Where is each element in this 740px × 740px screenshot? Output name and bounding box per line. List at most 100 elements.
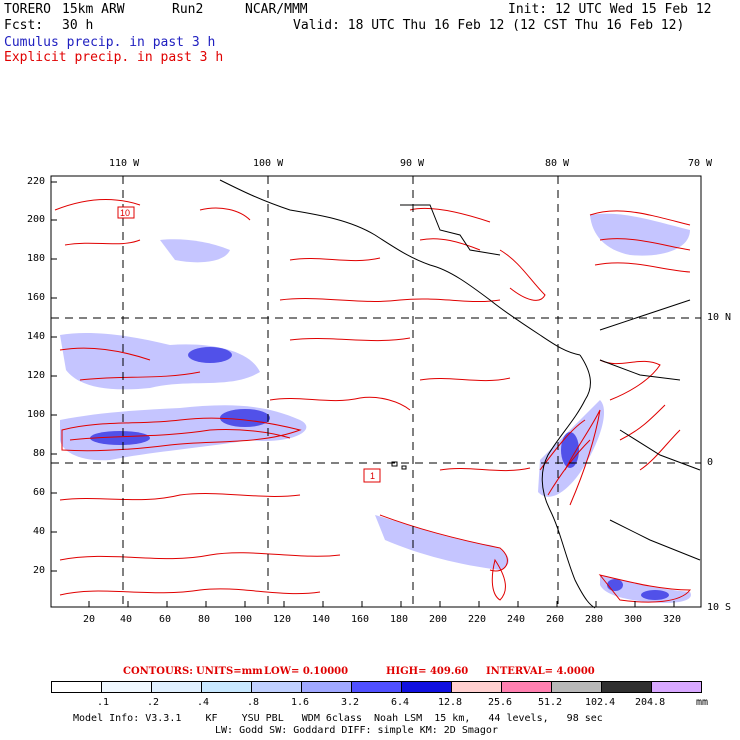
y-tick-label: 80: [33, 448, 46, 459]
legend-label: .4: [197, 697, 210, 708]
x-tick-label: 280: [585, 614, 604, 625]
y-tick-label: 40: [33, 526, 46, 537]
legend-swatch: [601, 681, 652, 693]
legend-swatch: [251, 681, 302, 693]
lon-label-90w: 90 W: [400, 158, 425, 169]
andes-border: [599, 359, 701, 561]
legend-swatch: [401, 681, 452, 693]
explicit-contour: [59, 493, 301, 501]
y-tick-label: 140: [27, 331, 46, 342]
lon-label-100w: 100 W: [253, 158, 284, 169]
lat-label-10n: 10 N: [707, 312, 732, 323]
x-tick-label: 240: [507, 614, 526, 625]
explicit-contour: [279, 298, 501, 342]
cumulus-core: [561, 432, 579, 468]
explicit-contour: [59, 347, 201, 381]
x-tick-label: 100: [234, 614, 253, 625]
explicit-contour: [69, 428, 291, 441]
legend-swatch: [51, 681, 102, 693]
legend-swatch: [301, 681, 352, 693]
region-box-10: [117, 206, 135, 219]
explicit-contour: [409, 207, 491, 251]
legend-swatch: [651, 681, 702, 693]
cumulus-precip-title: Cumulus precip. in past 3 h: [4, 35, 216, 50]
explicit-contour: [54, 199, 141, 246]
cumulus-core: [220, 409, 270, 427]
explicit-contour: [269, 396, 411, 411]
explicit-contour: [619, 404, 681, 471]
legend-label: 6.4: [391, 697, 410, 708]
cumulus-core: [641, 590, 669, 600]
cumulus-area: [160, 239, 230, 263]
y-tick-label: 220: [27, 176, 46, 187]
explicit-precip-title: Explicit precip. in past 3 h: [4, 50, 224, 65]
cumulus-area: [375, 515, 509, 570]
cumulus-heavy-cores: [90, 347, 669, 600]
forecast-label: Fcst:: [4, 18, 44, 33]
x-tick-label: 260: [546, 614, 565, 625]
physics-info-line: LW: Godd SW: Goddard DIFF: simple KM: 2D…: [215, 725, 498, 736]
explicit-contour: [419, 377, 531, 472]
model-info-line: Model Info: V3.3.1 KF YSU PBL WDM 6class…: [73, 713, 603, 724]
legend-label: 3.2: [341, 697, 360, 708]
map-frame: [50, 175, 702, 608]
lat-label-equator: 0: [707, 457, 714, 468]
cumulus-precip-areas: [60, 213, 691, 603]
valid-time: Valid: 18 UTC Thu 16 Feb 12 (12 CST Thu …: [293, 18, 685, 33]
south-america-coastline: [541, 354, 596, 609]
legend-swatch: [201, 681, 252, 693]
lat-lon-grid: [51, 176, 701, 607]
x-tick-label: 200: [429, 614, 448, 625]
legend-label: 1.6: [291, 697, 310, 708]
x-tick-label: 220: [468, 614, 487, 625]
legend-swatch: [151, 681, 202, 693]
explicit-contour: [491, 558, 506, 601]
y-tick-label: 180: [27, 253, 46, 264]
yucatan-coastline: [400, 204, 501, 256]
lat-label-10s: 10 S: [707, 602, 732, 613]
contours-interval: INTERVAL= 4.0000: [486, 666, 595, 677]
caribbean-coast: [599, 299, 691, 331]
legend-swatch: [501, 681, 552, 693]
contours-units: UNITS=mm: [196, 666, 263, 677]
region-box-label: 10: [120, 208, 130, 218]
x-tick-label: 80: [198, 614, 211, 625]
legend-label: 102.4: [585, 697, 616, 708]
model-resolution: 15km ARW: [62, 2, 125, 17]
legend-label: 25.6: [488, 697, 513, 708]
galapagos: [391, 461, 407, 470]
region-box-label: 1: [370, 471, 375, 481]
cumulus-area: [60, 333, 260, 390]
contours-high: HIGH= 409.60: [386, 666, 469, 677]
x-tick-label: 40: [120, 614, 133, 625]
explicit-contour: [499, 249, 546, 301]
organization: NCAR/MMM: [245, 2, 308, 17]
legend-swatch: [101, 681, 152, 693]
y-tick-label: 200: [27, 214, 46, 225]
legend-label: .2: [147, 697, 160, 708]
x-tick-label: 160: [351, 614, 370, 625]
explicit-contour: [199, 207, 381, 262]
x-tick-label: 180: [390, 614, 409, 625]
run-label: Run2: [172, 2, 204, 17]
lon-label-110w: 110 W: [109, 158, 140, 169]
legend-swatch: [351, 681, 402, 693]
y-tick-label: 20: [33, 565, 46, 576]
legend-label: 12.8: [438, 697, 463, 708]
forecast-hours: 30 h: [62, 18, 94, 33]
legend-swatch: [551, 681, 602, 693]
cumulus-core: [188, 347, 232, 363]
explicit-contour: [564, 409, 601, 506]
init-time: Init: 12 UTC Wed 15 Feb 12: [508, 2, 712, 17]
cumulus-core: [90, 431, 150, 445]
legend-label: 51.2: [538, 697, 563, 708]
y-tick-label: 60: [33, 487, 46, 498]
region-boxes: [117, 206, 381, 483]
explicit-contour: [59, 552, 341, 561]
explicit-contour: [379, 514, 508, 572]
x-tick-label: 320: [663, 614, 682, 625]
legend-swatch: [451, 681, 502, 693]
x-tick-label: 300: [624, 614, 643, 625]
y-tick-label: 120: [27, 370, 46, 381]
